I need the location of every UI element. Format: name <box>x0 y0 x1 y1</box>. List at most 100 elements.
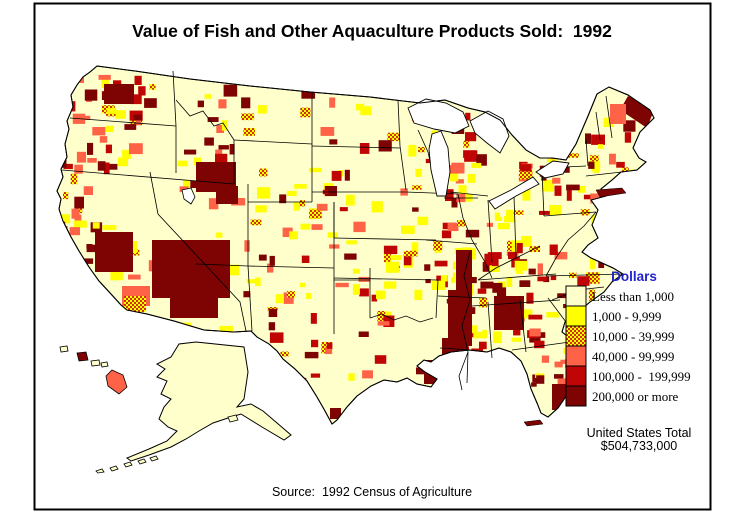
hawaii-island <box>105 369 128 395</box>
county-patch <box>87 142 94 155</box>
state-boundary-line <box>585 139 589 167</box>
county-patch <box>246 279 257 284</box>
county-patch <box>219 325 233 336</box>
county-patch <box>506 209 513 218</box>
county-patch <box>84 115 91 120</box>
lake <box>469 110 510 154</box>
county-patch <box>513 324 521 336</box>
hawaii-island <box>76 351 89 362</box>
legend-label: 10,000 - 39,999 <box>592 329 674 344</box>
county-patch <box>469 307 476 314</box>
aleutian-island <box>137 458 147 465</box>
county-patch <box>243 291 251 298</box>
legend-label: 100,000 - 199,999 <box>592 369 691 384</box>
county-patch <box>218 145 229 150</box>
lake <box>407 98 470 134</box>
county-patch <box>124 124 137 130</box>
county-patch <box>408 144 417 157</box>
county-patch <box>223 84 238 97</box>
county-patch <box>105 125 114 132</box>
county-patch <box>86 244 93 249</box>
county-patch <box>83 186 93 195</box>
county-patch <box>241 97 251 109</box>
county-patch <box>268 308 278 317</box>
state-boundary-line <box>247 265 253 332</box>
coastal-island <box>523 419 544 427</box>
county-patch <box>476 154 487 166</box>
county-patch <box>504 216 516 223</box>
county-patch <box>63 192 69 200</box>
state-boundary-line <box>172 70 177 127</box>
county-patch <box>537 276 547 282</box>
state-boundary-line <box>457 193 493 279</box>
state-boundary-line <box>595 111 601 141</box>
county-patch <box>589 258 596 270</box>
county-patch <box>353 221 366 233</box>
county-patch <box>495 216 502 221</box>
alaska-inset <box>125 341 292 462</box>
county-patch <box>425 279 431 284</box>
county-patch <box>293 202 300 211</box>
county-patch <box>603 117 614 127</box>
county-patch <box>511 337 522 342</box>
county-patch <box>74 196 84 209</box>
county-patch <box>377 311 386 322</box>
county-patch <box>494 212 500 220</box>
county-patch <box>327 232 338 238</box>
county-patch <box>197 100 204 108</box>
legend-swatch-1000-9999 <box>565 305 587 327</box>
county-patch <box>431 280 446 290</box>
county-patch <box>379 311 392 317</box>
county-patch <box>97 161 106 171</box>
legend-swatch-200000-or-more <box>565 385 587 407</box>
county-patch <box>300 223 311 230</box>
county-patch <box>310 373 321 378</box>
county-patch <box>316 203 328 211</box>
county-patch <box>250 219 262 226</box>
county-patch <box>74 214 82 225</box>
county-patch <box>348 373 355 381</box>
county-patch <box>563 166 570 173</box>
state-boundary-line <box>466 351 469 384</box>
county-patch <box>415 168 422 177</box>
county-patch <box>583 194 593 200</box>
county-patch <box>390 255 402 261</box>
county-patch <box>95 232 133 272</box>
county-patch <box>577 186 586 193</box>
county-patch <box>258 254 267 261</box>
county-patch <box>492 254 499 267</box>
county-patch <box>465 229 480 238</box>
county-patch <box>516 243 523 254</box>
county-patch <box>301 89 316 99</box>
county-patch <box>519 280 531 287</box>
county-patch <box>218 99 227 109</box>
lake <box>535 160 570 179</box>
county-patch <box>541 355 550 363</box>
us-total-label: United States Total <box>587 426 692 440</box>
county-patch <box>122 149 131 159</box>
state-boundary-line <box>425 239 478 245</box>
county-patch <box>482 261 495 272</box>
state-boundary-line <box>435 279 439 319</box>
county-patch <box>358 276 371 282</box>
county-patch <box>616 161 625 168</box>
legend-label: Less than 1,000 <box>592 289 674 304</box>
county-patch <box>552 177 561 184</box>
county-patch <box>306 293 312 300</box>
state-boundary-line <box>477 273 557 281</box>
county-patch <box>384 251 392 263</box>
county-patch <box>108 163 118 170</box>
county-patch <box>268 322 276 331</box>
county-patch <box>149 84 156 90</box>
county-patch <box>467 174 476 183</box>
county-patch <box>117 157 129 167</box>
county-patch <box>549 205 562 216</box>
legend-swatch-100000-199999 <box>565 365 587 387</box>
county-patch <box>359 143 370 154</box>
state-boundary-line <box>585 171 623 177</box>
county-patch <box>325 347 332 355</box>
legend-label: 200,000 or more <box>592 389 679 404</box>
county-patch <box>105 144 112 154</box>
county-patch <box>255 277 261 286</box>
county-patch <box>309 167 322 173</box>
